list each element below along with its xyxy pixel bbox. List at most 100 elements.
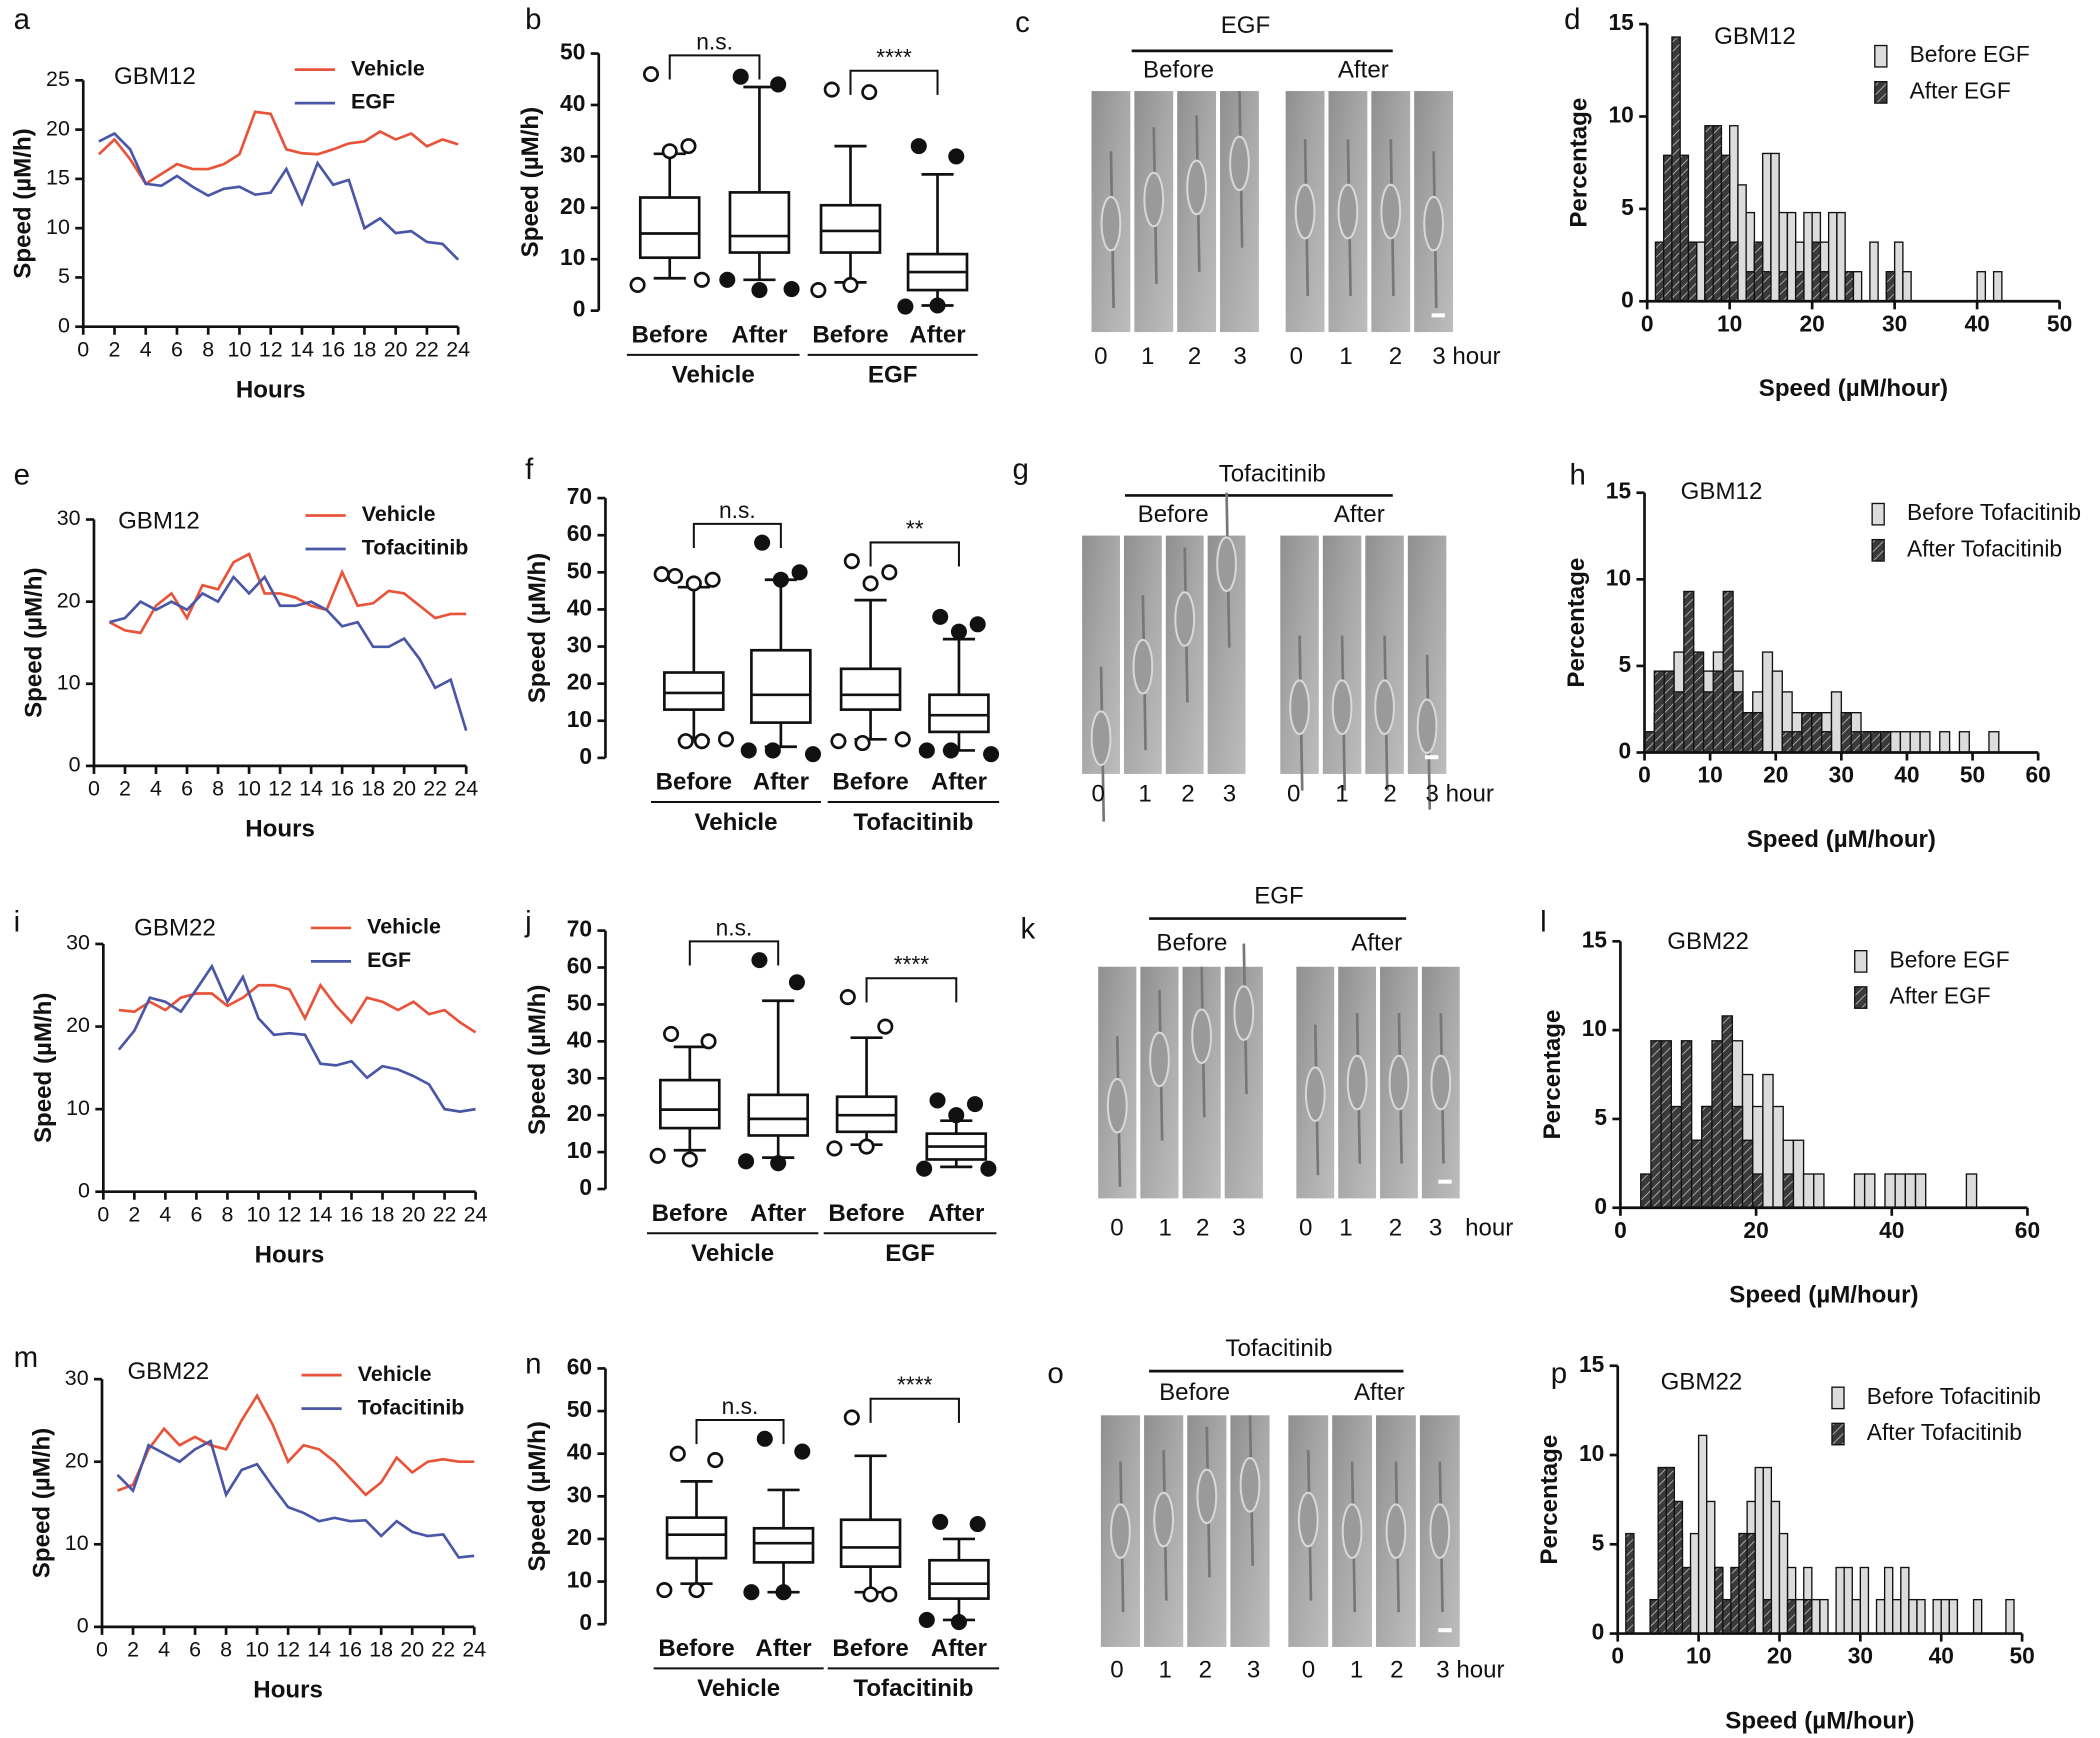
outlier (688, 1582, 705, 1599)
x-tick-label: 0 (1614, 1217, 1627, 1243)
histogram-bar (1958, 731, 1970, 754)
histogram-bar (1893, 241, 1904, 302)
before-label: Before (1138, 501, 1209, 528)
histogram-bar (1914, 1173, 1927, 1209)
outlier (877, 1018, 894, 1035)
histogram-bar (1813, 1173, 1825, 1209)
time-label: 1 (1141, 343, 1154, 370)
time-label: 0 (1110, 1656, 1123, 1683)
x-tick-label: 16 (321, 337, 345, 361)
outlier (770, 76, 787, 93)
time-label: 3 (1223, 781, 1236, 808)
time-label: 0 (1092, 781, 1105, 808)
x-tick-label: 18 (371, 1202, 395, 1226)
histogram-bar (1673, 691, 1685, 754)
outlier (732, 68, 749, 85)
histogram-bar (1916, 1598, 1926, 1635)
histogram-bar (1720, 154, 1731, 302)
y-tick-label: 20 (567, 1100, 592, 1126)
x-tick-label: 4 (158, 1638, 170, 1662)
histogram-bar (1851, 1598, 1862, 1635)
time-label: 0 (1290, 343, 1303, 370)
histogram-bar (1885, 271, 1896, 302)
histogram-bar (1811, 241, 1822, 302)
scale-bar (1424, 755, 1439, 760)
group-label: EGF (868, 362, 918, 389)
histogram-bar (1711, 1040, 1723, 1209)
histogram-bar (1992, 271, 2003, 302)
histogram-bar (1721, 1015, 1734, 1209)
x-tick-label: 20 (392, 777, 416, 801)
outlier (740, 742, 757, 759)
x-tick-label: 20 (384, 337, 408, 361)
significance-label: **** (894, 951, 930, 977)
histogram-bar (1880, 731, 1892, 754)
annotation: GBM12 (1681, 478, 1763, 505)
outlier (661, 143, 678, 160)
x-tick-label: 20 (1763, 762, 1788, 788)
time-label: 0 (1302, 1656, 1315, 1683)
box (750, 648, 812, 724)
y-tick-label: 0 (579, 1174, 592, 1200)
cell (1289, 679, 1310, 735)
box (659, 1078, 721, 1130)
histogram-bar (1689, 1532, 1700, 1635)
box (747, 1093, 809, 1137)
histogram-bar (1728, 241, 1739, 302)
y-axis-label: Speed (µM/h) (30, 993, 57, 1143)
histogram-bar (1859, 1566, 1870, 1635)
x-tick-label: 2 (109, 337, 121, 361)
x-tick-label: 4 (140, 337, 152, 361)
cell (1416, 698, 1438, 755)
y-tick-label: 10 (1606, 564, 1631, 590)
histogram-bar (1892, 1598, 1902, 1635)
significance-bracket (869, 1397, 960, 1423)
cell (1294, 183, 1316, 240)
annotation: GBM22 (1667, 928, 1749, 955)
y-tick-label: 0 (77, 1614, 89, 1638)
histogram-bar (1853, 1173, 1866, 1209)
y-tick-label: 10 (567, 1567, 592, 1593)
panel-letter: k (1021, 912, 1036, 945)
y-tick-label: 60 (567, 1353, 592, 1379)
x-tick-label: 20 (1799, 310, 1824, 336)
outlier (980, 1160, 997, 1177)
x-tick-label: 60 (2015, 1217, 2040, 1243)
box (663, 671, 725, 711)
x-tick-label: 18 (369, 1638, 393, 1662)
time-label: 2 (1383, 781, 1396, 808)
histogram-bar (1909, 731, 1921, 754)
category-label: Before (656, 769, 732, 796)
histogram-bar (1625, 1532, 1635, 1635)
x-axis-label: Hours (236, 376, 306, 403)
y-tick-label: 10 (567, 1137, 592, 1163)
y-tick-label: 0 (573, 296, 586, 322)
histogram-bar (1649, 1598, 1659, 1635)
histogram-bar (1696, 241, 1706, 302)
outlier (948, 148, 965, 165)
series-line (118, 982, 477, 1034)
histogram-bar (1803, 211, 1813, 302)
outlier (717, 731, 734, 748)
histogram-bar (1753, 241, 1764, 302)
histogram-bar (1843, 1566, 1853, 1635)
histogram-bar (1782, 1173, 1795, 1209)
y-axis-label: Speed (µM/h) (524, 553, 551, 703)
legend-label: Before Tofacitinib (1867, 1383, 2041, 1409)
x-tick-label: 14 (299, 777, 323, 801)
panel-letter: m (14, 1341, 39, 1374)
histogram-bar (1673, 1500, 1684, 1635)
cell (1380, 183, 1402, 240)
x-tick-label: 16 (340, 1202, 364, 1226)
x-tick-label: 60 (2026, 762, 2051, 788)
x-tick-label: 30 (1848, 1643, 1873, 1669)
category-label: After (753, 769, 810, 796)
histogram-bar (1894, 1173, 1907, 1209)
histogram-bar (1902, 271, 1912, 302)
annotation: GBM22 (134, 915, 216, 942)
box (839, 667, 902, 711)
annotation: GBM22 (127, 1358, 209, 1385)
box (839, 1518, 902, 1568)
histogram-bar (1640, 1173, 1652, 1209)
